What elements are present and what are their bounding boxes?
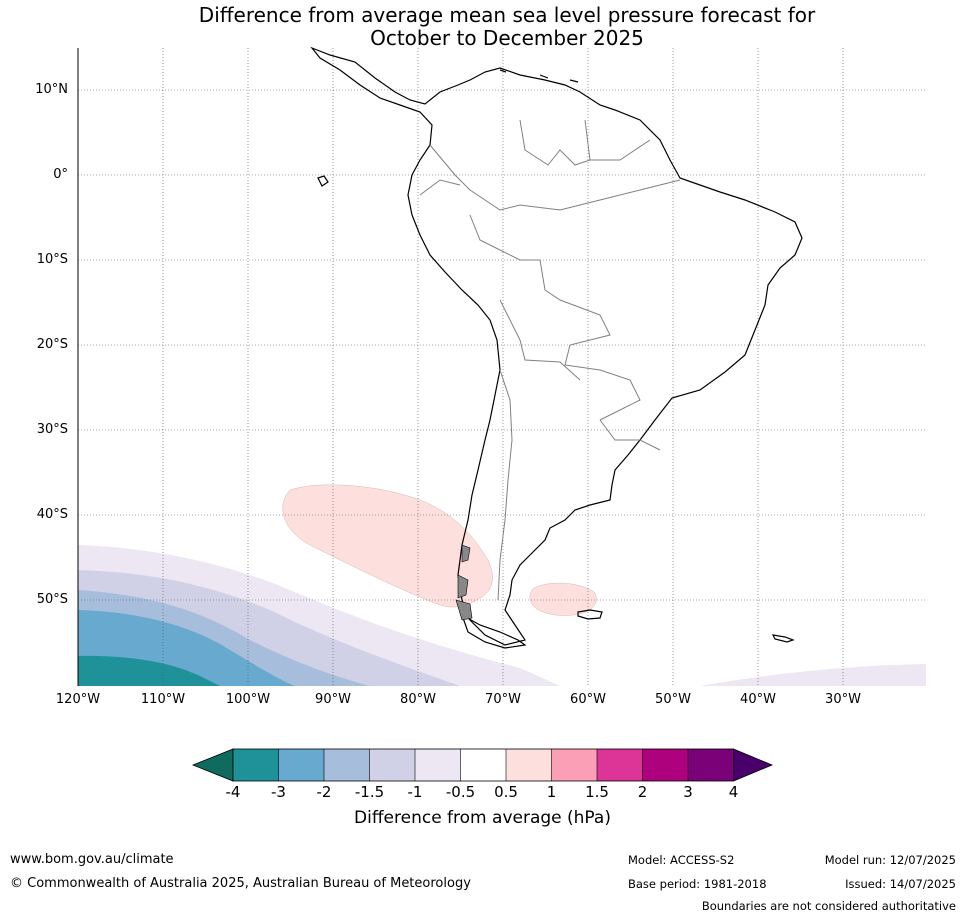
- title-line-2: October to December 2025: [370, 26, 644, 50]
- anomaly-band-right-minus-0.5: [700, 664, 926, 686]
- tierra-del-fuego: [460, 613, 527, 649]
- lon-label-70w: 70°W: [485, 692, 521, 707]
- anomaly-fills: [78, 484, 926, 686]
- south-georgia: [771, 634, 795, 643]
- colorbar-max-arrow: [733, 748, 774, 782]
- lat-label-10n: 10°N: [35, 82, 68, 97]
- colorbar-title: Difference from average (hPa): [354, 808, 611, 828]
- colorbar-bin: [369, 749, 415, 781]
- lat-label-50s: 50°S: [36, 592, 68, 607]
- lon-label-90w: 90°W: [315, 692, 351, 707]
- colorbar-bin: [506, 749, 552, 781]
- anomaly-band-minus-3: [78, 655, 220, 686]
- model-name: Model: ACCESS-S2: [628, 853, 735, 867]
- colorbar-bin: [642, 749, 688, 781]
- lat-label-30s: 30°S: [36, 422, 68, 437]
- lat-label-0: 0°: [53, 167, 68, 182]
- anomaly-positive-atlantic: [529, 582, 597, 616]
- graticule: [78, 48, 926, 686]
- colorbar-tick-label: -0.5: [445, 783, 476, 801]
- lon-label-40w: 40°W: [740, 692, 776, 707]
- lat-label-10s: 10°S: [36, 252, 68, 267]
- colorbar-tick-label: -3: [271, 783, 286, 801]
- anomaly-positive-pacific: [282, 484, 493, 608]
- colorbar-min-arrow: [191, 748, 234, 782]
- lon-label-80w: 80°W: [400, 692, 436, 707]
- colorbar-tick-label: -4: [225, 783, 241, 801]
- lat-label-20s: 20°S: [36, 337, 68, 352]
- south-america-outline: [310, 46, 803, 646]
- colorbar-tick-label: 0.5: [494, 783, 518, 801]
- colorbar-tick-label: 4: [728, 783, 739, 801]
- colorbar-frame: [232, 748, 734, 782]
- colorbar-bin: [233, 749, 279, 781]
- colorbar-bin: [278, 749, 324, 781]
- country-borders: [419, 119, 681, 601]
- colorbar-bin: [415, 749, 461, 781]
- lon-label-120w: 120°W: [55, 692, 101, 707]
- lon-label-30w: 30°W: [825, 692, 861, 707]
- colorbar-bin: [324, 749, 370, 781]
- colorbar-tick-label: 1.5: [585, 783, 609, 801]
- map-title: Difference from average mean sea level p…: [0, 4, 965, 50]
- lon-label-110w: 110°W: [140, 692, 186, 707]
- lat-label-40s: 40°S: [36, 507, 68, 522]
- colorbar: [191, 748, 774, 782]
- colorbar-bin: [688, 749, 734, 781]
- colorbar-bin: [551, 749, 597, 781]
- galapagos: [317, 175, 329, 187]
- title-line-1: Difference from average mean sea level p…: [198, 3, 816, 27]
- colorbar-tick-label: 1: [546, 783, 557, 801]
- falkland-islands: [577, 609, 603, 620]
- lon-label-50w: 50°W: [655, 692, 691, 707]
- colorbar-tick-label: 2: [637, 783, 648, 801]
- coastline: [310, 46, 803, 649]
- lon-label-60w: 60°W: [570, 692, 606, 707]
- copyright-notice: © Commonwealth of Australia 2025, Austra…: [10, 876, 471, 891]
- base-period: Base period: 1981-2018: [628, 877, 767, 891]
- model-run-date: Model run: 12/07/2025: [824, 853, 956, 867]
- caribbean-islands: [499, 69, 579, 83]
- lon-label-100w: 100°W: [225, 692, 271, 707]
- colorbar-bin: [460, 749, 506, 781]
- colorbar-tick-label: 3: [683, 783, 693, 801]
- chile-fjords: [455, 544, 473, 621]
- boundaries-disclaimer: Boundaries are not considered authoritat…: [701, 899, 956, 913]
- issued-date: Issued: 14/07/2025: [845, 877, 956, 891]
- colorbar-tick-label: -2: [316, 783, 332, 801]
- colorbar-tick-label: -1: [407, 783, 423, 801]
- colorbar-tick-label: -1.5: [354, 783, 385, 801]
- colorbar-bin: [597, 749, 643, 781]
- website-link[interactable]: www.bom.gov.au/climate: [10, 852, 174, 867]
